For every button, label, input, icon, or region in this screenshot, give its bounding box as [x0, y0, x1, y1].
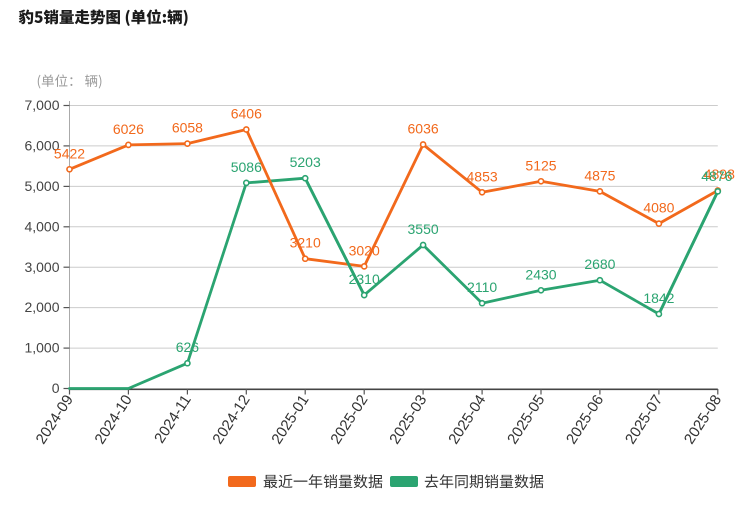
svg-text:2025-08: 2025-08	[681, 392, 725, 447]
svg-text:2025-01: 2025-01	[268, 392, 312, 447]
svg-text:2024-12: 2024-12	[209, 392, 253, 447]
svg-text:5,000: 5,000	[24, 178, 59, 194]
svg-text:2024-11: 2024-11	[151, 392, 195, 446]
svg-text:6406: 6406	[231, 106, 262, 122]
svg-text:2110: 2110	[467, 279, 497, 295]
svg-text:4080: 4080	[643, 200, 674, 216]
svg-text:2680: 2680	[584, 256, 615, 272]
svg-text:4,000: 4,000	[24, 218, 59, 234]
svg-text:5125: 5125	[525, 157, 556, 173]
svg-text:2025-05: 2025-05	[504, 392, 548, 447]
svg-text:4898: 4898	[704, 166, 735, 182]
svg-text:2310: 2310	[349, 271, 380, 287]
svg-text:2025-04: 2025-04	[445, 392, 489, 447]
svg-text:1842: 1842	[643, 290, 674, 306]
svg-text:5086: 5086	[231, 159, 262, 175]
svg-text:2025-06: 2025-06	[563, 392, 607, 447]
svg-text:626: 626	[176, 339, 200, 355]
svg-text:2024-10: 2024-10	[92, 392, 136, 447]
svg-text:5203: 5203	[290, 154, 321, 170]
svg-text:2025-07: 2025-07	[622, 392, 666, 447]
svg-text:4875: 4875	[584, 167, 615, 183]
svg-text:2025-03: 2025-03	[386, 392, 430, 447]
svg-text:3020: 3020	[349, 242, 380, 258]
svg-text:2024-09: 2024-09	[33, 392, 77, 447]
svg-text:7,000: 7,000	[24, 97, 59, 113]
svg-text:2430: 2430	[525, 266, 556, 282]
svg-text:6,000: 6,000	[24, 138, 59, 154]
svg-text:1,000: 1,000	[24, 340, 59, 356]
svg-text:6036: 6036	[408, 121, 439, 137]
svg-text:3550: 3550	[408, 221, 439, 237]
svg-text:0: 0	[52, 380, 60, 396]
svg-text:6026: 6026	[113, 121, 144, 137]
svg-text:2,000: 2,000	[24, 299, 59, 315]
svg-text:3,000: 3,000	[24, 259, 59, 275]
svg-text:5422: 5422	[54, 145, 85, 161]
svg-text:4876: 4876	[701, 168, 732, 184]
svg-text:4853: 4853	[467, 168, 498, 184]
svg-text:2025-02: 2025-02	[327, 392, 371, 447]
svg-text:3210: 3210	[290, 235, 321, 251]
svg-text:6058: 6058	[172, 120, 203, 136]
